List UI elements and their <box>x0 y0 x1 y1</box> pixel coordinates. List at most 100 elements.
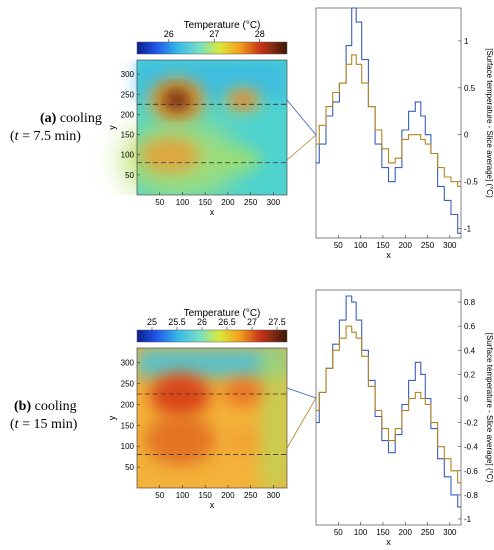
line-chart-x-tick-label: 150 <box>376 528 390 537</box>
heatmap-y-tick-label: 250 <box>121 90 135 99</box>
heatmap-x-tick-label: 200 <box>221 491 235 500</box>
colorbar-tick-label: 26.5 <box>218 317 236 327</box>
colorbar <box>136 329 288 343</box>
colorbar-tick-label: 28 <box>255 29 265 39</box>
heatmap-y-tick-label: 300 <box>121 70 135 79</box>
line-chart-y-tick-label: 0 <box>464 394 469 403</box>
heatmap: 50 100 150 200 250 300 50 100 150 200 250 300 x y <box>107 59 288 217</box>
heatmap-y-tick-label: 250 <box>121 380 135 389</box>
line-chart-x-tick-label: 200 <box>399 528 413 537</box>
heatmap: 50 100 150 200 250 300 50 100 150 200 250 300 x y <box>107 347 288 510</box>
line-chart-y-tick-label: 0.8 <box>464 298 476 307</box>
line-chart-x-tick-label: 50 <box>334 528 343 537</box>
heatmap-y-tick-label: 300 <box>121 359 135 368</box>
heatmap-x-tick-label: 100 <box>176 491 190 500</box>
colorbar-title: Temperature (°C) <box>184 308 261 319</box>
line-chart-x-tick-label: 100 <box>354 528 368 537</box>
line-chart-y-tick-label: 0.4 <box>464 346 476 355</box>
heatmap-y-tick-label: 100 <box>121 442 135 451</box>
line-chart-x-tick-label: 50 <box>334 241 343 250</box>
heatmap-y-tick-label: 50 <box>125 463 134 472</box>
colorbar-tick-label: 26 <box>164 29 174 39</box>
panel-b: Temperature (°C) 25 25.5 26 26.5 27 27.5 50 10… <box>107 289 494 547</box>
panel-a-letter: (a) <box>40 111 57 126</box>
line-chart-y-tick-label: 1 <box>464 37 469 46</box>
line-chart-y-tick-label: -0.6 <box>464 467 478 476</box>
colorbar-tick-label: 27.5 <box>268 317 286 327</box>
heatmap-x-label: x <box>210 207 215 217</box>
line-chart-y-label: [Surface temperature - Slice average] (°… <box>485 48 494 198</box>
line-chart-x-tick-label: 300 <box>443 241 457 250</box>
heatmap-x-tick-label: 150 <box>199 198 213 207</box>
heatmap-y-tick-label: 150 <box>121 131 135 140</box>
colorbar-ticks: 26 27 28 <box>164 29 265 42</box>
line-chart-x-tick-label: 250 <box>421 241 435 250</box>
panel-b-letter: (b) <box>14 399 32 414</box>
line-chart-y-tick-label: 0.6 <box>464 322 476 331</box>
heatmap-x-tick-label: 150 <box>199 491 213 500</box>
line-chart-x-tick-label: 150 <box>376 241 390 250</box>
colorbar-tick-label: 25.5 <box>168 317 186 327</box>
series-line-2 <box>316 325 461 484</box>
line-chart-x-tick-label: 250 <box>421 528 435 537</box>
colorbar-tick-label: 27 <box>247 317 257 327</box>
heatmap-y-tick-label: 200 <box>121 400 135 409</box>
line-chart-x-label: x <box>386 537 391 547</box>
heatmap-y-label: y <box>107 415 117 420</box>
heatmap-x-tick-label: 100 <box>176 198 190 207</box>
connector-line <box>286 99 317 136</box>
panel-a-label: cooling <box>59 111 102 126</box>
colorbar-ticks: 25 25.5 26 26.5 27 27.5 <box>147 317 286 330</box>
heatmap-x-tick-label: 300 <box>267 198 281 207</box>
colorbar-tick-label: 27 <box>209 29 219 39</box>
colorbar-tick-label: 25 <box>147 317 157 327</box>
line-chart: 50 100 150 200 250 300 -1 -0.5 0 0.5 1 x [Surface te… <box>315 7 494 260</box>
connector-line <box>286 134 317 161</box>
panel-a-time-prefix: ( <box>10 129 15 144</box>
colorbar-title: Temperature (°C) <box>184 20 261 31</box>
heatmap-x-tick-label: 250 <box>244 198 258 207</box>
connector-line <box>286 397 317 449</box>
series-line-1 <box>316 295 461 508</box>
heatmap-x-label: x <box>210 500 215 510</box>
panel-b-time-prefix: ( <box>10 417 15 432</box>
heatmap-x-tick-label: 50 <box>155 198 164 207</box>
panel-a: Temperature (°C) 26 27 28 50 100 150 200 250 30… <box>107 7 494 260</box>
colorbar <box>136 41 288 55</box>
colorbar-tick-label: 26 <box>197 317 207 327</box>
heatmap-x-tick-label: 50 <box>155 491 164 500</box>
line-chart-y-tick-label: -0.8 <box>464 491 478 500</box>
panel-b-label: cooling <box>34 399 77 414</box>
series-line-2 <box>316 54 461 187</box>
line-chart-y-label: [Surface temperature - Slice average] (°… <box>485 333 494 483</box>
line-chart: 50 100 150 200 250 300 -1 -0.8 -0.6 -0.4 -0.2 0 0.2 0… <box>315 289 494 547</box>
heatmap-x-tick-label: 250 <box>244 491 258 500</box>
line-chart-x-tick-label: 100 <box>354 241 368 250</box>
line-chart-x-tick-label: 300 <box>443 528 457 537</box>
panel-a-time-var: t <box>14 129 19 144</box>
line-chart-y-tick-label: -0.2 <box>464 419 478 428</box>
panel-b-time-var: t <box>14 417 19 432</box>
line-chart-x-label: x <box>386 250 391 260</box>
heatmap-y-tick-label: 150 <box>121 421 135 430</box>
panel-a-caption: (a) cooling (t = 7.5 min) <box>10 110 110 146</box>
line-chart-y-tick-label: -0.4 <box>464 443 478 452</box>
heatmap-x-tick-label: 200 <box>221 198 235 207</box>
panel-a-time: = 7.5 min) <box>18 129 81 144</box>
heatmap-x-tick-label: 300 <box>267 491 281 500</box>
heatmap-y-tick-label: 100 <box>121 151 135 160</box>
line-chart-y-tick-label: 0.2 <box>464 370 476 379</box>
heatmap-y-label: y <box>107 125 117 130</box>
line-chart-y-tick-label: -1 <box>464 515 472 524</box>
connector-line <box>286 387 317 399</box>
heatmap-y-tick-label: 200 <box>121 110 135 119</box>
line-chart-x-tick-label: 200 <box>399 241 413 250</box>
line-chart-y-tick-label: 0.5 <box>464 84 476 93</box>
line-chart-y-tick-label: -0.5 <box>464 178 478 187</box>
line-chart-y-tick-label: 0 <box>464 131 469 140</box>
panel-b-caption: (b) cooling (t = 15 min) <box>10 398 110 434</box>
panel-b-time: = 15 min) <box>18 417 78 432</box>
line-chart-y-tick-label: -1 <box>464 225 472 234</box>
heatmap-y-tick-label: 50 <box>125 171 134 180</box>
